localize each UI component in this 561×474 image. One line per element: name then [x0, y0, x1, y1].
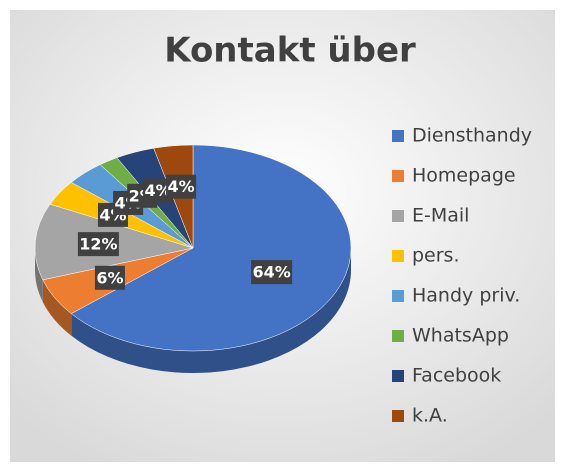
- legend-label: pers.: [412, 245, 460, 267]
- data-label-box: [166, 174, 197, 199]
- legend-swatch: [392, 170, 404, 182]
- legend-label: E-Mail: [412, 205, 469, 227]
- legend-label: Diensthandy: [412, 125, 532, 147]
- legend-swatch: [392, 130, 404, 142]
- data-label-box: [251, 260, 293, 285]
- legend-swatch: [392, 410, 404, 422]
- data-label: 4%: [145, 181, 172, 200]
- chart-title: Kontakt über: [164, 31, 416, 71]
- slice: [70, 144, 352, 352]
- data-label: 6%: [96, 268, 123, 287]
- data-label: 64%: [252, 263, 290, 282]
- legend-label: Facebook: [412, 365, 501, 387]
- slice-side: [42, 279, 72, 336]
- legend-swatch: [392, 250, 404, 262]
- legend-swatch: [392, 290, 404, 302]
- legend-swatch: [392, 370, 404, 382]
- slice-side: [71, 248, 351, 373]
- slice-side: [35, 248, 43, 302]
- legend-swatch: [392, 210, 404, 222]
- data-label-box: [94, 265, 125, 290]
- legend-label: WhatsApp: [412, 325, 509, 347]
- data-labels: 64%6%12%4%4%2%4%4%: [77, 174, 293, 290]
- legend-swatch: [392, 330, 404, 342]
- legend-label: Handy priv.: [412, 285, 520, 307]
- legend: Diensthandy Homepage E-Mail pers. Handy priv…: [392, 125, 532, 427]
- data-label: 12%: [79, 235, 117, 254]
- data-label-box: [77, 232, 119, 257]
- legend-label: k.A.: [412, 405, 448, 427]
- data-label: 4%: [168, 177, 195, 196]
- legend-label: Homepage: [412, 165, 516, 187]
